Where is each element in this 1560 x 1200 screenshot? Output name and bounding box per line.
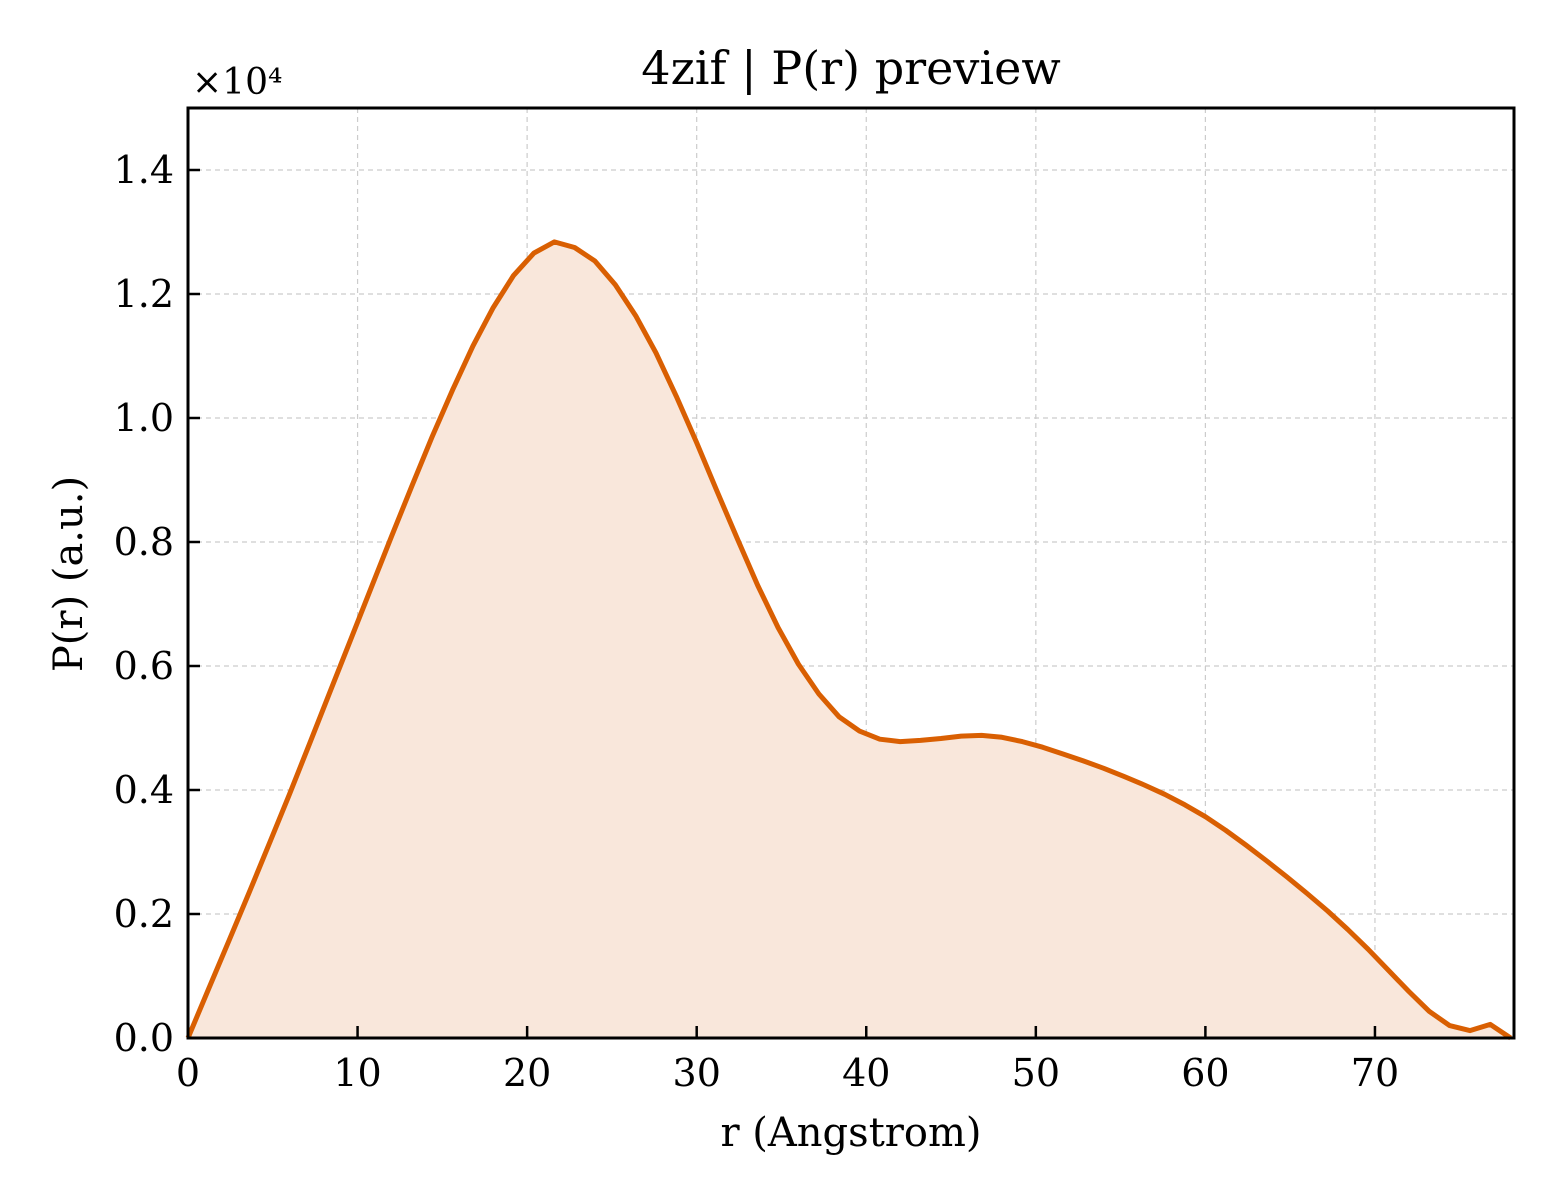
series-line (185, 239, 1512, 1041)
y-tick-label: 0.0 (114, 1016, 174, 1060)
y-tick-label: 0.8 (114, 520, 174, 564)
y-tick-label: 0.6 (114, 644, 174, 688)
y-axis-ticks: 0.0 0.2 0.4 0.6 0.8 1.0 1.2 1.4 (114, 148, 200, 1060)
chart-title: 4zif | P(r) preview (641, 41, 1060, 95)
y-tick-label: 0.2 (114, 892, 174, 936)
x-tick-label: 20 (503, 1051, 551, 1095)
x-tick-label: 10 (333, 1051, 381, 1095)
y-tick-label: 1.2 (114, 272, 174, 316)
x-tick-label: 0 (176, 1051, 200, 1095)
y-axis-label: P(r) (a.u.) (46, 476, 92, 672)
x-tick-label: 70 (1351, 1051, 1399, 1095)
x-axis-label: r (Angstrom) (720, 1110, 981, 1156)
x-tick-label: 40 (842, 1051, 890, 1095)
x-axis-ticks: 0 10 20 30 40 50 60 70 (176, 1026, 1399, 1095)
x-tick-label: 60 (1181, 1051, 1229, 1095)
y-tick-label: 1.4 (114, 148, 174, 192)
plot-frame (186, 106, 1516, 1040)
y-tick-label: 1.0 (114, 396, 174, 440)
y-tick-label: 0.4 (114, 768, 174, 812)
x-tick-label: 50 (1012, 1051, 1060, 1095)
y-axis-multiplier: ×10⁴ (192, 62, 282, 103)
series-area-fill (188, 241, 1511, 1038)
x-tick-label: 30 (673, 1051, 721, 1095)
